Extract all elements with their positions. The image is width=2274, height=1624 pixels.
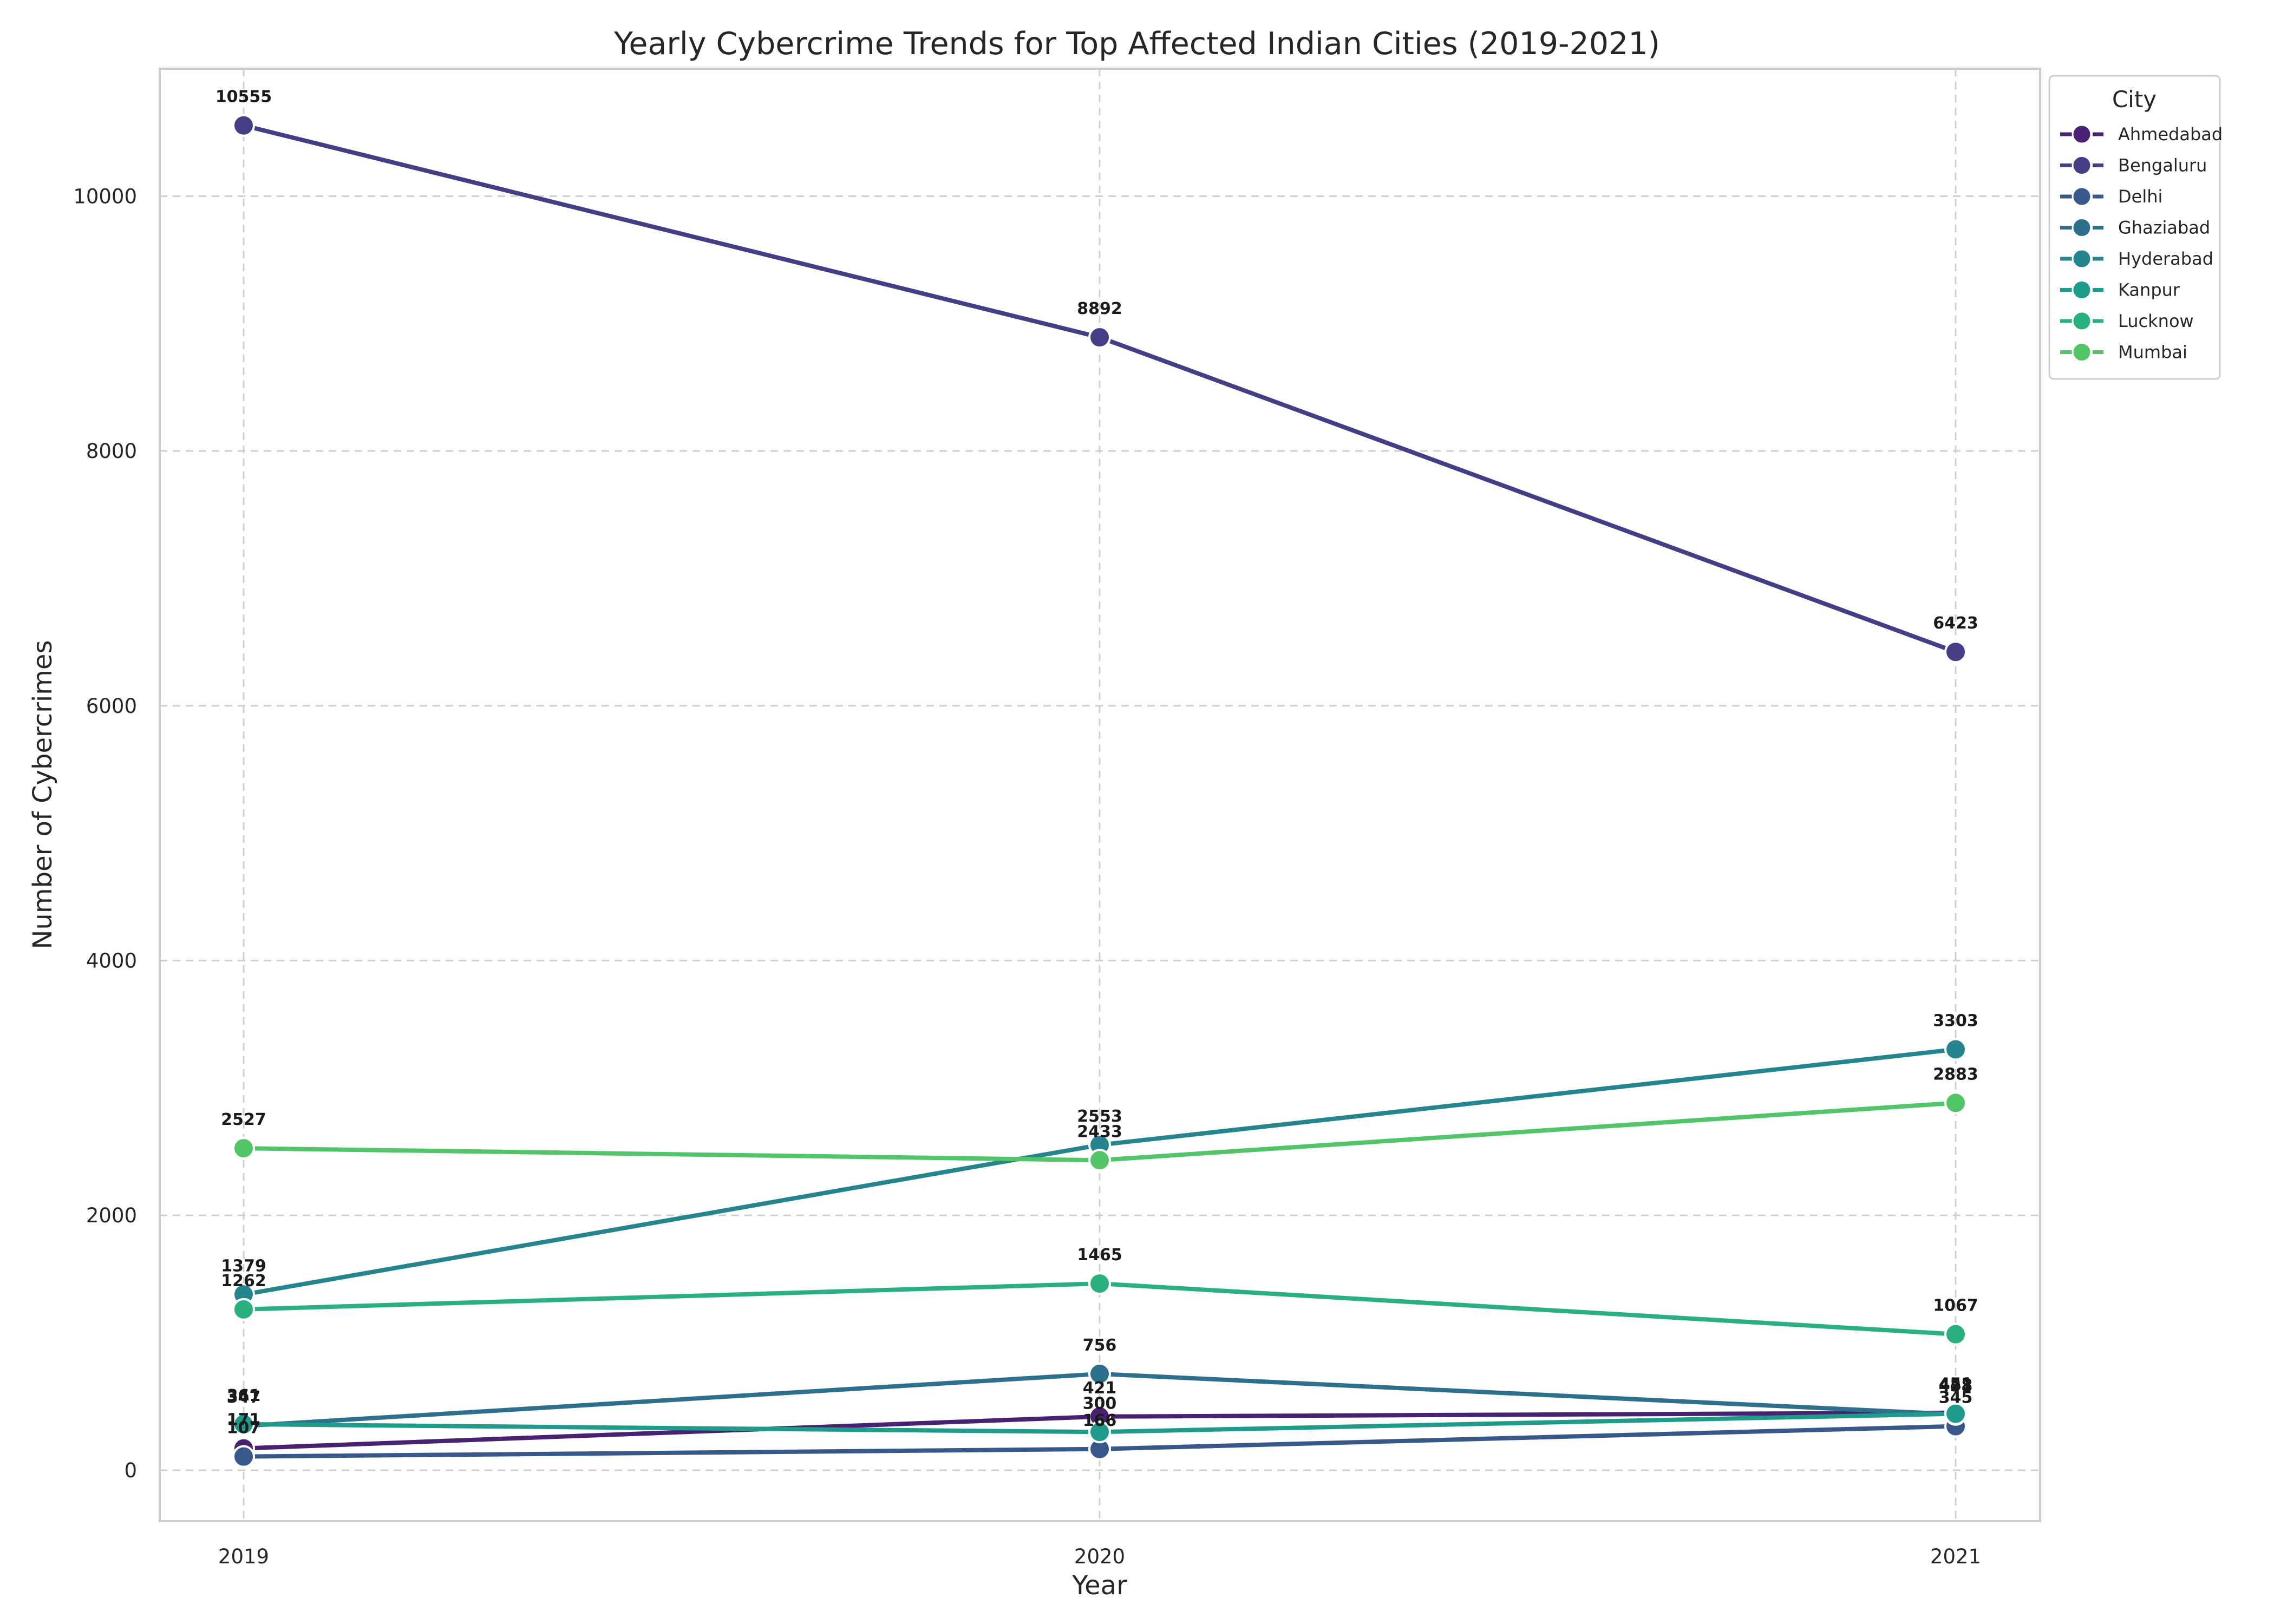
data-label: 347 [227, 1388, 261, 1407]
data-point [1088, 1149, 1111, 1172]
data-point [1088, 1420, 1111, 1444]
y-tick-label: 8000 [86, 440, 137, 463]
legend-label: Hyderabad [2118, 248, 2213, 269]
legend-swatch-marker [2072, 218, 2092, 238]
legend-swatch-marker [2072, 155, 2092, 175]
x-tick-label: 2021 [1930, 1545, 1981, 1568]
legend-label: Delhi [2118, 186, 2162, 207]
x-axis-ticks: 2019 2020 2021 [218, 1545, 1981, 1568]
data-point [232, 1412, 255, 1436]
legend-label: Kanpur [2118, 280, 2180, 300]
data-label: 361 [227, 1386, 261, 1405]
legend: City Ahmedabad Bengaluru Delhi Ghaziabad Hyd… [2048, 75, 2223, 380]
data-point [1944, 1402, 1967, 1425]
data-label: 756 [1083, 1336, 1117, 1355]
data-label: 443 [1939, 1376, 1973, 1395]
y-tick-label: 4000 [86, 949, 137, 972]
data-label: 2883 [1933, 1065, 1978, 1084]
data-label: 1379 [221, 1256, 266, 1275]
x-axis-label: Year [1071, 1570, 1127, 1601]
legend-box [2048, 75, 2221, 380]
data-point [1944, 1091, 1967, 1115]
legend-label: Ghaziabad [2118, 218, 2210, 238]
data-point [232, 1445, 255, 1468]
data-label: 1465 [1077, 1246, 1122, 1265]
y-tick-label: 6000 [86, 695, 137, 718]
legend-swatch-marker [2072, 248, 2092, 269]
data-point [1088, 326, 1111, 349]
data-label: 2433 [1077, 1122, 1122, 1141]
y-axis-ticks: 0 2000 4000 6000 8000 10000 [73, 185, 137, 1482]
data-point [1944, 1038, 1967, 1061]
legend-swatch-marker [2072, 186, 2092, 207]
x-tick-label: 2019 [218, 1545, 269, 1568]
y-tick-label: 10000 [73, 185, 137, 208]
data-point [1944, 640, 1967, 664]
chart-title: Yearly Cybercrime Trends for Top Affecte… [613, 26, 1660, 62]
legend-label: Lucknow [2118, 311, 2194, 331]
series-lines [232, 114, 1967, 1468]
legend-label: Ahmedabad [2118, 124, 2223, 145]
data-label: 171 [227, 1411, 261, 1430]
data-point [232, 1298, 255, 1321]
data-label: 2527 [221, 1110, 266, 1129]
data-label: 2553 [1077, 1107, 1122, 1126]
data-labels: 171 421 451 10555 8892 6423 107 166 345 347 756 438… [215, 88, 1978, 1438]
data-point [1944, 1322, 1967, 1346]
y-tick-label: 2000 [86, 1204, 137, 1227]
data-label: 10555 [215, 88, 272, 107]
legend-swatch-marker [2072, 124, 2092, 145]
data-point [1088, 1272, 1111, 1295]
legend-swatch-marker [2072, 280, 2092, 300]
data-label: 451 [1939, 1375, 1973, 1394]
data-label: 8892 [1077, 299, 1122, 318]
plot-frame [159, 68, 2041, 1522]
legend-swatch-marker [2072, 342, 2092, 362]
y-axis-label: Number of Cybercrimes [28, 640, 58, 949]
data-label: 3303 [1933, 1011, 1978, 1030]
data-label: 6423 [1933, 614, 1978, 633]
legend-label: Mumbai [2118, 342, 2187, 363]
data-label: 107 [227, 1419, 261, 1438]
data-point [1088, 1362, 1111, 1385]
x-tick-label: 2020 [1074, 1545, 1125, 1568]
data-label: 300 [1083, 1394, 1117, 1413]
data-label: 166 [1083, 1411, 1117, 1430]
data-label: 421 [1083, 1379, 1117, 1398]
data-label: 438 [1939, 1377, 1973, 1396]
y-tick-label: 0 [124, 1459, 137, 1482]
legend-label: Bengaluru [2118, 155, 2207, 176]
legend-swatch-marker [2072, 311, 2092, 331]
data-point [232, 114, 255, 137]
legend-items: Ahmedabad Bengaluru Delhi Ghaziabad Hyderaba… [2060, 124, 2223, 363]
data-point [232, 1137, 255, 1160]
data-label: 1262 [221, 1272, 266, 1291]
data-label: 345 [1939, 1389, 1973, 1407]
legend-title: City [2112, 86, 2157, 113]
data-label: 1067 [1933, 1296, 1978, 1315]
